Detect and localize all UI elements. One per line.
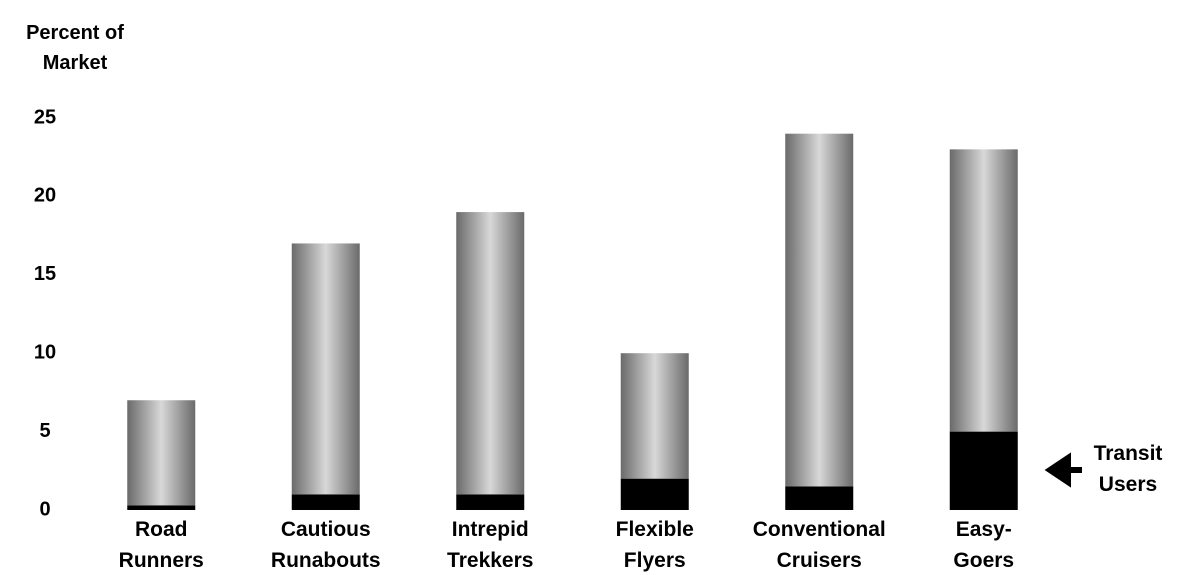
transit-legend: Transit Users <box>1093 442 1163 496</box>
y-tick-label: 15 <box>34 263 56 285</box>
y-tick-label: 10 <box>34 341 56 363</box>
bar-segment <box>127 505 196 510</box>
bar-segment <box>949 431 1018 510</box>
annotation-arrow <box>1044 452 1082 488</box>
bar-segment <box>456 212 525 495</box>
bar-segment <box>949 149 1018 432</box>
bar-segment <box>620 353 689 479</box>
x-tick-label: Easy-Goers <box>953 518 1015 572</box>
bar-segment <box>785 486 854 510</box>
x-tick-label: Road Runners <box>118 518 204 572</box>
x-tick-label: Conventional Cruisers <box>752 518 886 572</box>
bar-segment <box>620 478 689 510</box>
y-tick-label: 25 <box>34 106 56 128</box>
x-tick-label: Intrepid Trekkers <box>447 518 534 572</box>
bar-segment <box>127 400 196 506</box>
y-tick-label: 20 <box>34 185 56 207</box>
bar-segment <box>291 243 360 495</box>
y-axis-title: Percent of Market <box>26 22 124 74</box>
bar-segment <box>785 133 854 487</box>
x-tick-label: Cautious Runabouts <box>270 518 381 572</box>
y-tick-label: 5 <box>39 420 50 442</box>
bar-segment <box>291 494 360 510</box>
y-tick-label: 0 <box>39 498 50 520</box>
bar-segment <box>456 494 525 510</box>
x-tick-label: Flexible Flyers <box>615 518 694 572</box>
